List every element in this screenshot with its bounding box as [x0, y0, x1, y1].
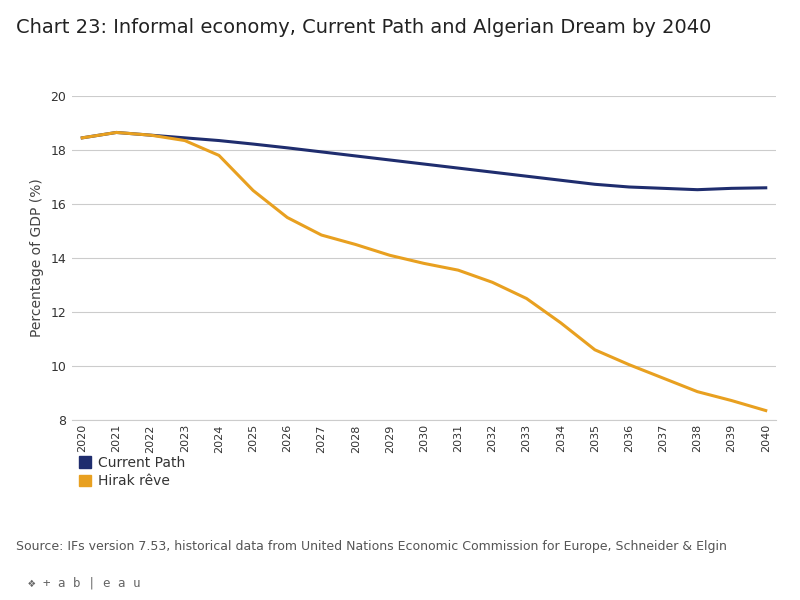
Text: Chart 23: Informal economy, Current Path and Algerian Dream by 2040: Chart 23: Informal economy, Current Path…	[16, 18, 711, 37]
Y-axis label: Percentage of GDP (%): Percentage of GDP (%)	[30, 179, 44, 337]
Text: ❖ + a b | e a u: ❖ + a b | e a u	[28, 576, 141, 589]
Legend: Current Path, Hirak rêve: Current Path, Hirak rêve	[79, 456, 186, 488]
Text: Source: IFs version 7.53, historical data from United Nations Economic Commissio: Source: IFs version 7.53, historical dat…	[16, 540, 727, 553]
